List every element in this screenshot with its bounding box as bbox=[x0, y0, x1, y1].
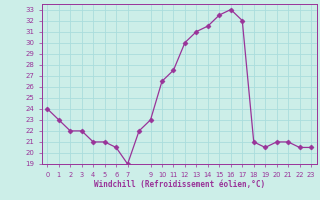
X-axis label: Windchill (Refroidissement éolien,°C): Windchill (Refroidissement éolien,°C) bbox=[94, 180, 265, 189]
